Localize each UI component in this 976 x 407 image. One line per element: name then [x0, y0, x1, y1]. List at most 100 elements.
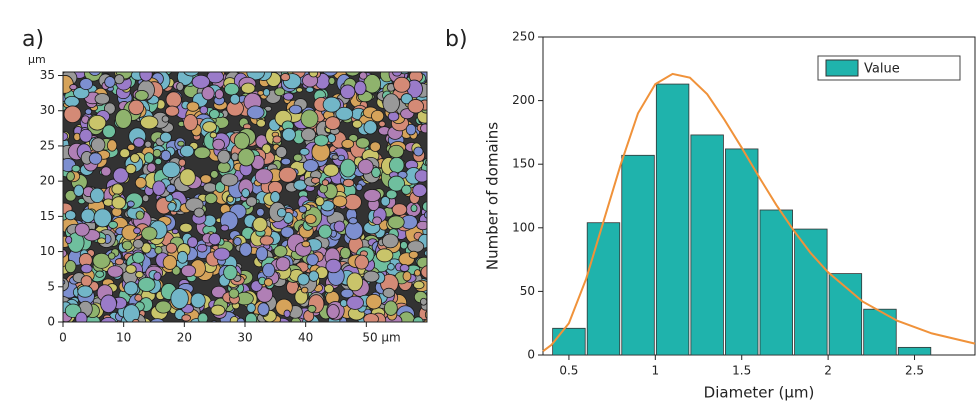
domain [387, 215, 405, 230]
domain [371, 166, 381, 178]
domain [149, 318, 165, 322]
domain [166, 184, 177, 194]
domain [272, 135, 282, 144]
domain [357, 158, 374, 175]
domain [252, 216, 268, 232]
domain [301, 286, 309, 294]
domain [93, 208, 112, 228]
y-tick-label: 150 [512, 157, 535, 171]
bar [586, 222, 621, 356]
domain [348, 217, 358, 225]
domain [193, 146, 211, 159]
domain [332, 195, 348, 208]
domain [100, 316, 117, 322]
domain [352, 119, 363, 129]
domain [399, 241, 408, 250]
panel-label: b) [445, 27, 468, 52]
domain [340, 84, 356, 100]
domain [100, 166, 112, 177]
domain [181, 314, 191, 322]
domain [122, 304, 140, 322]
domain-image [63, 72, 427, 322]
domain [134, 294, 143, 302]
domain [233, 132, 250, 150]
domain [355, 183, 363, 192]
domain [315, 196, 325, 207]
domain [210, 304, 226, 316]
domain [245, 196, 258, 207]
domain [230, 152, 239, 162]
domain [392, 72, 402, 77]
domain [339, 246, 351, 260]
domain [245, 312, 258, 322]
domain [402, 271, 412, 282]
domain [233, 237, 242, 246]
domain [387, 111, 400, 122]
domain [201, 86, 215, 101]
domain [281, 127, 296, 142]
domain [300, 127, 316, 142]
domain [229, 93, 241, 105]
domain [127, 143, 136, 151]
y-tick-label: 35 [40, 68, 55, 82]
y-tick-label: 250 [512, 30, 535, 44]
domain [376, 248, 394, 263]
domain [280, 73, 291, 82]
domain [236, 317, 245, 322]
domain [73, 184, 84, 197]
domain [212, 138, 225, 151]
domain [88, 152, 103, 165]
domain [246, 105, 265, 120]
domain [179, 222, 193, 233]
domain [165, 91, 182, 108]
bar [794, 228, 828, 356]
y-tick-label: 0 [47, 315, 55, 329]
y-tick-label: 30 [40, 103, 55, 117]
domain [126, 200, 135, 208]
domain [301, 240, 311, 248]
domain [413, 146, 424, 157]
domain [177, 250, 189, 264]
domain [220, 224, 230, 232]
domain [132, 239, 144, 249]
domain [220, 173, 239, 187]
bar [655, 83, 690, 356]
domain [214, 181, 226, 193]
domain [363, 189, 381, 202]
domain [345, 72, 360, 77]
domain [341, 139, 355, 149]
domain [213, 247, 231, 261]
domain [388, 144, 405, 159]
domain [365, 293, 383, 310]
domain [90, 187, 105, 204]
bar [863, 308, 897, 356]
domain [324, 284, 334, 294]
domain [262, 88, 271, 97]
y-tick-label: 0 [527, 348, 535, 362]
domain [412, 183, 427, 198]
domain [313, 134, 329, 147]
domain [224, 83, 240, 96]
domain [217, 149, 231, 164]
domain [111, 196, 127, 210]
bar [725, 148, 759, 356]
domain [90, 137, 106, 153]
domain [171, 265, 181, 276]
domain [400, 93, 413, 105]
domain [63, 248, 68, 258]
domain [95, 270, 105, 278]
domain [226, 195, 234, 203]
domain [88, 115, 107, 131]
panel-label: a) [22, 27, 44, 52]
domain [84, 108, 93, 115]
domain [128, 99, 145, 116]
domain [139, 72, 153, 82]
y-tick-label: 50 [520, 284, 535, 298]
domain [274, 87, 286, 97]
domain [165, 242, 178, 254]
domain [130, 153, 140, 164]
domain [191, 74, 211, 89]
domain [170, 288, 189, 310]
domain [181, 264, 197, 278]
